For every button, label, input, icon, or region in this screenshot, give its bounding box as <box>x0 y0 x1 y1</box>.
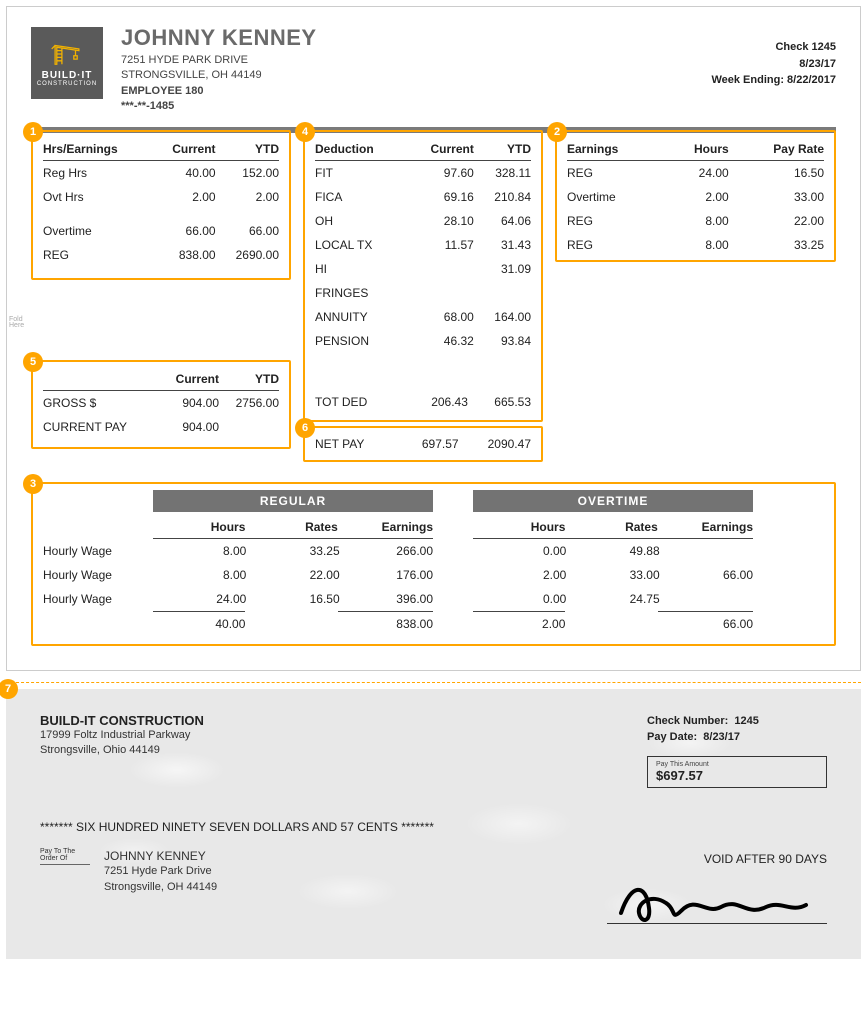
logo-text-1: BUILD·IT <box>42 70 93 81</box>
check-date-line: 8/23/17 <box>711 56 836 73</box>
badge-6: 6 <box>295 418 315 438</box>
payer-block: BUILD-IT CONSTRUCTION 17999 Foltz Indust… <box>40 713 204 788</box>
paystub-page: FoldHere BUILD·IT CONSTRUCTION JOHNNY KE… <box>6 6 861 671</box>
box-4-deductions: 4 DeductionCurrentYTD FIT97.60328.11FICA… <box>303 130 543 422</box>
table-netpay: NET PAY697.572090.47 <box>315 432 531 456</box>
payer-name: BUILD-IT CONSTRUCTION <box>40 713 204 728</box>
payee-block: JOHNNY KENNEY 7251 Hyde Park Drive Stron… <box>104 848 217 896</box>
check-meta: Check 1245 8/23/17 Week Ending: 8/22/201… <box>711 27 836 89</box>
employee-info: JOHNNY KENNEY 7251 HYDE PARK DRIVE STRON… <box>121 27 693 115</box>
wage-regular: REGULAR <box>153 490 433 512</box>
badge-2: 2 <box>547 122 567 142</box>
amount-words: ******* SIX HUNDRED NINETY SEVEN DOLLARS… <box>40 820 434 834</box>
table-wage-regular: HoursRatesEarnings <box>153 516 433 539</box>
table-gross: CurrentYTD GROSS $904.002756.00CURRENT P… <box>43 368 279 439</box>
table-earnings: EarningsHoursPay Rate REG24.0016.50Overt… <box>567 138 824 257</box>
table-wage-overtime: HoursRatesEarnings <box>473 516 753 539</box>
table-deductions: DeductionCurrentYTD FIT97.60328.11FICA69… <box>315 138 531 353</box>
table-hrs-earnings: Hrs/EarningsCurrentYTD Reg Hrs40.00152.0… <box>43 138 279 267</box>
table-totded: TOT DED206.43665.53 <box>315 390 531 414</box>
payee-addr1: 7251 Hyde Park Drive <box>104 864 217 879</box>
badge-5: 5 <box>23 352 43 372</box>
employee-addr2: STRONGSVILLE, OH 44149 <box>121 68 693 83</box>
badge-7: 7 <box>0 679 18 699</box>
pay-to-label: Pay To The Order Of <box>40 848 90 865</box>
paystub-section: FoldHere BUILD·IT CONSTRUCTION JOHNNY KE… <box>7 7 860 670</box>
crane-icon <box>50 40 84 68</box>
check-meta-block: Check Number: 1245 Pay Date: 8/23/17 Pay… <box>647 713 827 788</box>
employee-ssn: ***-**-1485 <box>121 99 693 114</box>
week-ending-line: Week Ending: 8/22/2017 <box>711 72 836 89</box>
tear-line: ◄ Tear Here <box>0 677 867 687</box>
badge-3: 3 <box>23 474 43 494</box>
payer-addr1: 17999 Foltz Industrial Parkway <box>40 728 204 743</box>
box-2-earnings: 2 EarningsHoursPay Rate REG24.0016.50Ove… <box>555 130 836 262</box>
payee-addr2: Strongsville, OH 44149 <box>104 880 217 895</box>
amount-value: $697.57 <box>656 768 818 783</box>
badge-4: 4 <box>295 122 315 142</box>
employee-id: EMPLOYEE 180 <box>121 84 693 99</box>
box-3-wage: 3 REGULAR OVERTIME HoursRatesEarnings <box>31 482 836 646</box>
badge-1: 1 <box>23 122 43 142</box>
payee-name: JOHNNY KENNEY <box>104 848 217 865</box>
check-section: 7 BUILD-IT CONSTRUCTION 17999 Foltz Indu… <box>6 689 861 959</box>
box-6-netpay: 6 NET PAY697.572090.47 <box>303 426 543 462</box>
box-1-hrs-earnings: 1 Hrs/EarningsCurrentYTD Reg Hrs40.00152… <box>31 130 291 280</box>
wage-overtime: OVERTIME <box>473 490 753 512</box>
payer-addr2: Strongsville, Ohio 44149 <box>40 743 204 758</box>
employee-addr1: 7251 HYDE PARK DRIVE <box>121 53 693 68</box>
logo-text-2: CONSTRUCTION <box>37 81 97 87</box>
box-5-gross: 5 CurrentYTD GROSS $904.002756.00CURRENT… <box>31 360 291 449</box>
void-text: VOID AFTER 90 DAYS <box>704 852 827 866</box>
signature-icon <box>611 873 811 933</box>
employee-name: JOHNNY KENNEY <box>121 27 693 49</box>
header: BUILD·IT CONSTRUCTION JOHNNY KENNEY 7251… <box>31 27 836 115</box>
fold-label-left: FoldHere <box>9 317 24 330</box>
amount-box: Pay This Amount $697.57 <box>647 756 827 788</box>
check-number-line: Check 1245 <box>711 39 836 56</box>
company-logo: BUILD·IT CONSTRUCTION <box>31 27 103 99</box>
